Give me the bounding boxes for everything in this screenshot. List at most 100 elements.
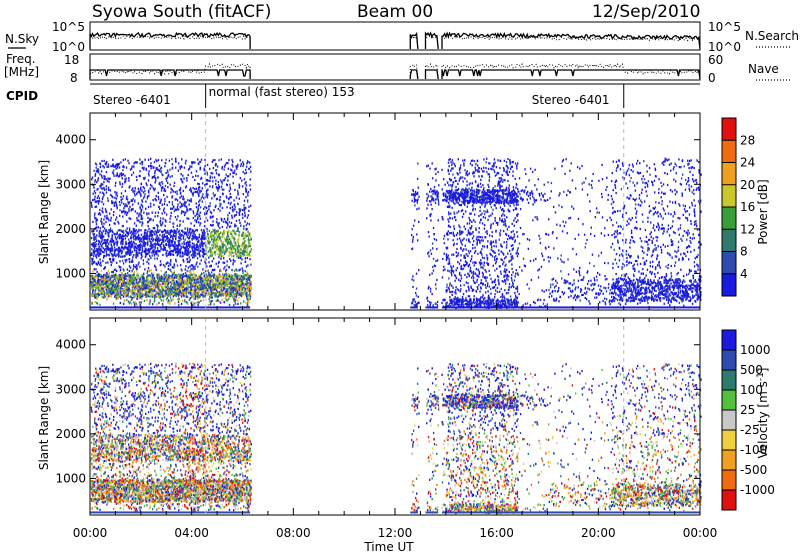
power-cell — [170, 249, 172, 253]
power-cell — [243, 238, 245, 242]
power-cell — [92, 220, 94, 223]
power-cell — [244, 274, 246, 277]
power-cell — [126, 274, 128, 278]
power-cell — [227, 239, 229, 242]
power-cell — [130, 251, 132, 254]
power-cell — [142, 236, 144, 239]
power-cell — [131, 243, 134, 246]
power-cell — [100, 244, 102, 247]
power-cell — [140, 244, 143, 247]
power-cell — [101, 187, 103, 190]
power-cell — [141, 295, 143, 298]
power-cell — [115, 248, 118, 251]
power-cell — [141, 249, 144, 252]
power-cell — [176, 206, 179, 209]
power-cell — [147, 230, 149, 233]
power-cell — [192, 212, 195, 215]
power-cell — [133, 165, 135, 168]
power-cell — [192, 210, 194, 213]
power-cell — [219, 179, 222, 182]
power-cell — [128, 207, 130, 210]
power-cell — [148, 293, 151, 297]
power-cell — [151, 276, 154, 279]
power-cell — [171, 207, 174, 210]
power-cell — [195, 206, 198, 209]
power-cell — [105, 274, 107, 277]
power-cell — [177, 215, 179, 218]
power-cell — [201, 235, 203, 238]
power-cell — [122, 235, 124, 238]
power-cell — [196, 257, 199, 260]
power-cell — [186, 217, 188, 220]
noise-sky-trace — [441, 31, 701, 50]
power-cell — [218, 256, 220, 259]
power-cell — [93, 252, 95, 255]
power-cell — [214, 277, 217, 280]
power-cell — [160, 189, 163, 192]
power-cell — [228, 278, 230, 281]
power-cell — [190, 295, 193, 298]
power-cell — [151, 236, 154, 239]
power-cell — [177, 236, 180, 239]
power-cell — [124, 237, 127, 240]
power-cell — [142, 237, 144, 240]
power-cell — [101, 176, 103, 179]
power-cell — [121, 238, 124, 241]
power-cell — [197, 162, 200, 166]
power-cell — [126, 198, 129, 201]
power-cell — [163, 202, 166, 206]
power-cell — [147, 158, 150, 161]
power-cell — [94, 293, 97, 296]
power-cell — [243, 204, 245, 207]
power-cell — [128, 278, 130, 281]
power-cell — [233, 298, 235, 301]
power-cell — [159, 284, 161, 288]
power-cell — [223, 165, 226, 168]
power-cell — [153, 238, 155, 241]
power-cell — [223, 301, 225, 304]
power-cell — [115, 287, 117, 290]
power-cell — [138, 294, 140, 298]
power-cell — [195, 245, 198, 248]
power-cell — [231, 284, 234, 287]
power-cell — [109, 290, 112, 293]
power-cell — [126, 284, 129, 287]
power-cell — [99, 184, 102, 188]
power-cell — [124, 275, 126, 279]
power-cell — [127, 300, 130, 303]
power-cell — [114, 181, 117, 185]
power-cell — [238, 208, 240, 211]
power-cell — [171, 175, 173, 178]
power-cell — [123, 235, 125, 238]
power-cell — [231, 255, 233, 258]
power-cell — [130, 281, 133, 285]
power-cell — [129, 243, 131, 246]
power-cell — [145, 289, 147, 293]
power-cell — [190, 171, 193, 174]
nave-trace — [89, 62, 251, 80]
power-cell — [176, 280, 178, 283]
power-cell — [198, 248, 200, 251]
power-cell — [197, 265, 199, 268]
power-cell — [121, 201, 123, 204]
power-cell — [102, 259, 104, 263]
power-cell — [97, 213, 100, 216]
power-cell — [172, 298, 174, 301]
power-cell — [105, 248, 108, 251]
power-cell — [183, 166, 186, 169]
power-cell — [109, 227, 112, 230]
power-cell — [182, 289, 184, 292]
power-cell — [139, 221, 141, 224]
power-cell — [245, 165, 248, 168]
power-cell — [169, 233, 171, 236]
power-cell — [228, 266, 230, 269]
power-cell — [108, 284, 111, 287]
power-cell — [116, 243, 119, 246]
power-cell — [241, 185, 244, 188]
power-cell — [206, 210, 209, 213]
power-cell — [193, 297, 195, 301]
power-cell — [121, 259, 124, 262]
nave-trace — [425, 62, 439, 80]
power-cell — [112, 279, 115, 282]
power-cell — [198, 186, 201, 189]
